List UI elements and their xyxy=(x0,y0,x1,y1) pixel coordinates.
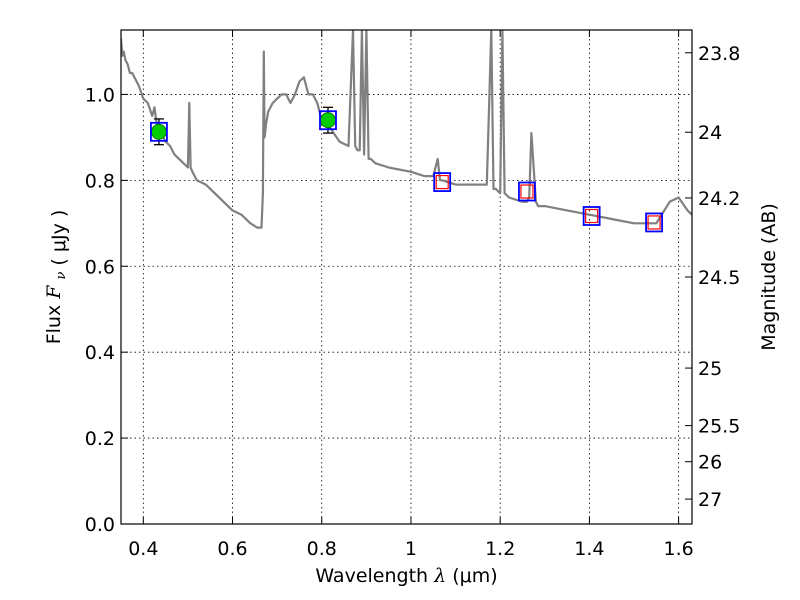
y-tick-label: 0.8 xyxy=(85,170,115,192)
model-photometry-square xyxy=(645,212,663,233)
plot-area xyxy=(121,30,692,233)
observed-point xyxy=(320,112,336,129)
y-tick-label: 0.4 xyxy=(85,342,115,364)
x-tick-label: 1 xyxy=(405,538,417,560)
model-photometry-square xyxy=(518,181,536,202)
y2-tick-label: 25.5 xyxy=(698,416,740,438)
y2-tick-label: 23.8 xyxy=(698,43,740,65)
grid xyxy=(121,30,692,525)
x-tick-label: 0.6 xyxy=(217,538,247,560)
model-photometry-square xyxy=(150,121,168,142)
x-axis-label: Wavelength λ (μm) xyxy=(315,565,497,587)
model-spectrum-line xyxy=(121,30,692,229)
y-tick-label: 0.6 xyxy=(85,256,115,278)
x-tick-label: 1.2 xyxy=(485,538,515,560)
upper-limit-square xyxy=(435,174,449,190)
y2-tick-label: 25 xyxy=(698,358,722,380)
observed-point xyxy=(151,123,167,140)
y-tick-label: 1.0 xyxy=(85,84,115,106)
y-axis-label: Flux F ν ( μJy ) xyxy=(43,210,70,345)
upper-limit-square xyxy=(585,208,599,224)
y-tick-label: 0.2 xyxy=(85,428,115,450)
x-tick-label: 0.8 xyxy=(307,538,337,560)
axis-ticks: 0.4 0.6 0.8 1 1.2 1.4 1.6 0.0 0.2 0.4 0.6 0.8 1.0 23.… xyxy=(85,30,740,560)
model-photometry-square xyxy=(582,206,601,226)
y2-tick-label: 24.2 xyxy=(698,188,740,210)
x-tick-label: 1.6 xyxy=(664,538,694,560)
magnitude-axis-label: Magnitude (AB) xyxy=(758,203,780,351)
x-tick-label: 0.4 xyxy=(128,538,158,560)
y-tick-label: 0.0 xyxy=(85,514,115,536)
y2-tick-label: 24.5 xyxy=(698,267,740,289)
model-photometry-square xyxy=(319,110,337,131)
model-photometry-square xyxy=(433,172,452,192)
x-tick-label: 1.4 xyxy=(574,538,604,560)
y2-tick-label: 27 xyxy=(698,489,722,511)
plot-frame xyxy=(120,29,693,525)
y2-tick-label: 26 xyxy=(698,452,722,474)
upper-limit-square xyxy=(647,215,661,230)
y2-tick-label: 24 xyxy=(698,122,722,144)
upper-limit-square xyxy=(520,184,534,199)
